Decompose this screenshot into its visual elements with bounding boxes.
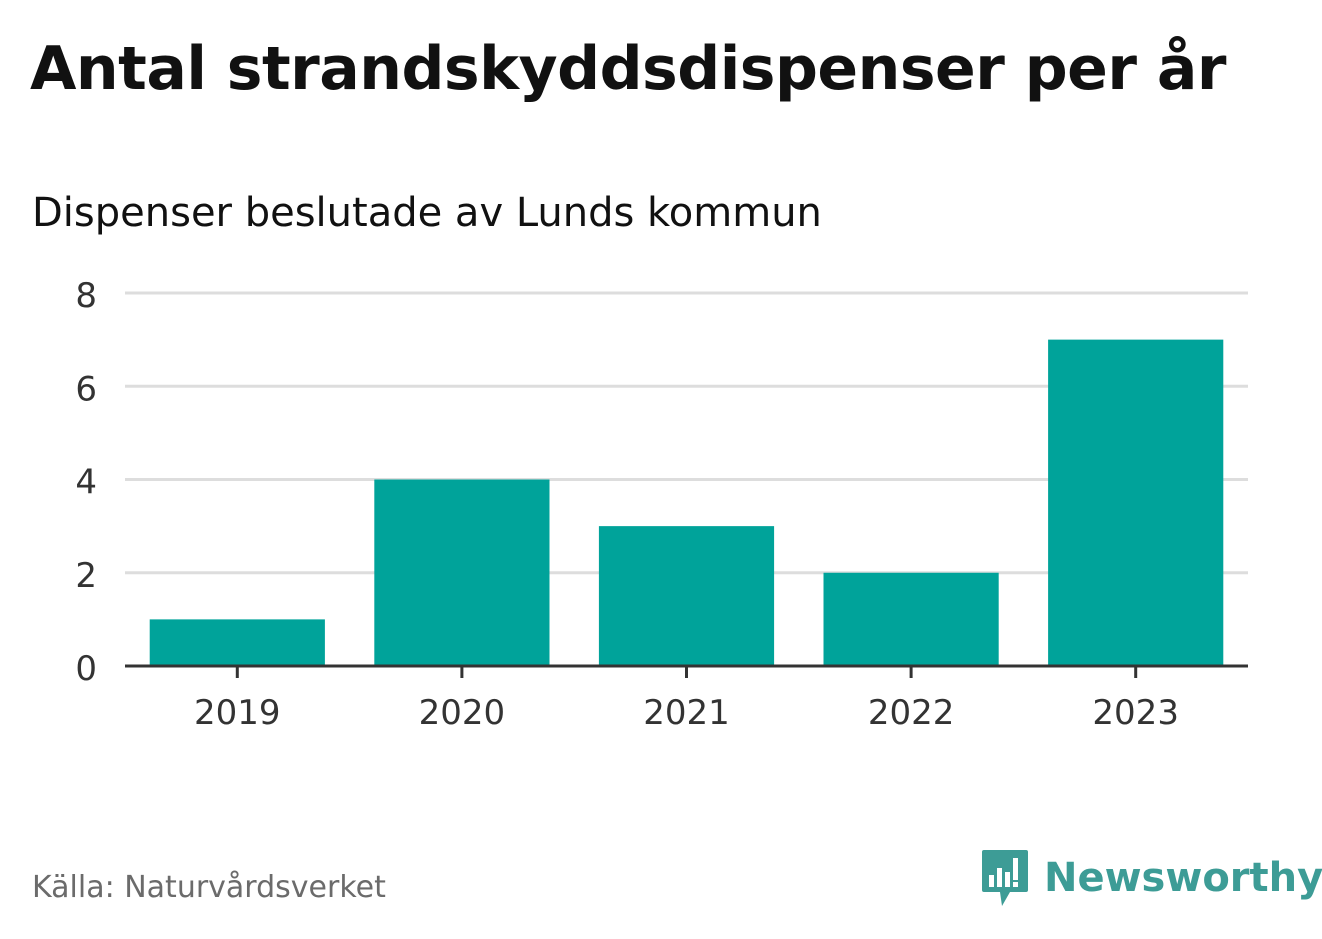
bar-2021 — [598, 526, 775, 666]
y-tick-labels: 0 2 4 6 8 — [75, 276, 97, 689]
x-tick-label-2023: 2023 — [1092, 693, 1179, 733]
bar-2020 — [374, 479, 550, 666]
bar-2022 — [823, 572, 999, 666]
y-tick-label-4: 4 — [75, 463, 97, 503]
x-tick-label-2021: 2021 — [643, 693, 730, 733]
x-axis — [125, 664, 1248, 678]
x-tick-label-2022: 2022 — [868, 693, 955, 733]
bar-2019 — [149, 619, 325, 666]
bars — [149, 339, 1224, 666]
y-tick-label-6: 6 — [75, 369, 97, 409]
x-tick-labels: 2019 2020 2021 2022 2023 — [194, 693, 1179, 733]
x-tick-label-2019: 2019 — [194, 693, 281, 733]
brand-name: Newsworthy — [1044, 855, 1322, 901]
chart-title: Antal strandskyddsdispenser per år — [30, 34, 1226, 104]
chart-subtitle: Dispenser beslutade av Lunds kommun — [32, 190, 822, 236]
y-tick-label-2: 2 — [75, 556, 97, 596]
y-tick-label-0: 0 — [75, 649, 97, 689]
bar-2023 — [1048, 339, 1224, 666]
newsworthy-logo-icon — [982, 850, 1028, 906]
x-tick-label-2020: 2020 — [419, 693, 506, 733]
source-note: Källa: Naturvårdsverket — [32, 870, 386, 905]
brand-logo: Newsworthy — [980, 848, 1322, 908]
y-tick-label-8: 8 — [75, 276, 97, 316]
